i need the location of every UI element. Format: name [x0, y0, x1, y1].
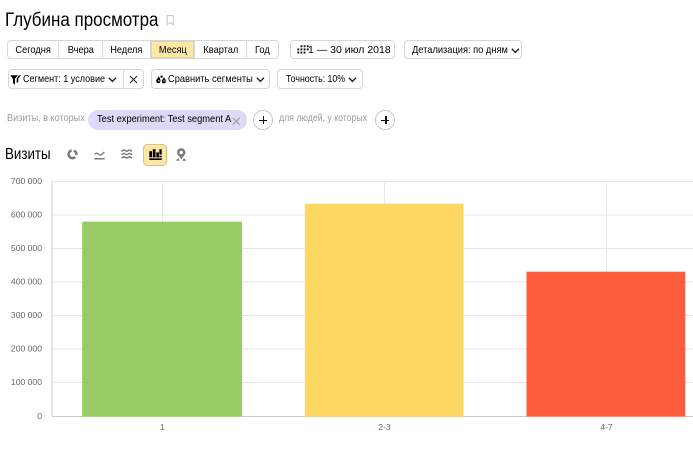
svg-text:0: 0 [37, 411, 42, 421]
svg-text:600 000: 600 000 [11, 209, 42, 219]
svg-text:1: 1 [160, 422, 165, 432]
svg-text:200 000: 200 000 [11, 343, 42, 353]
svg-text:500 000: 500 000 [11, 243, 42, 253]
svg-text:700 000: 700 000 [11, 176, 42, 186]
svg-text:300 000: 300 000 [11, 310, 42, 320]
svg-text:4-7: 4-7 [600, 422, 613, 432]
svg-text:400 000: 400 000 [11, 276, 42, 286]
svg-text:100 000: 100 000 [11, 377, 42, 387]
svg-text:2-3: 2-3 [378, 422, 391, 432]
